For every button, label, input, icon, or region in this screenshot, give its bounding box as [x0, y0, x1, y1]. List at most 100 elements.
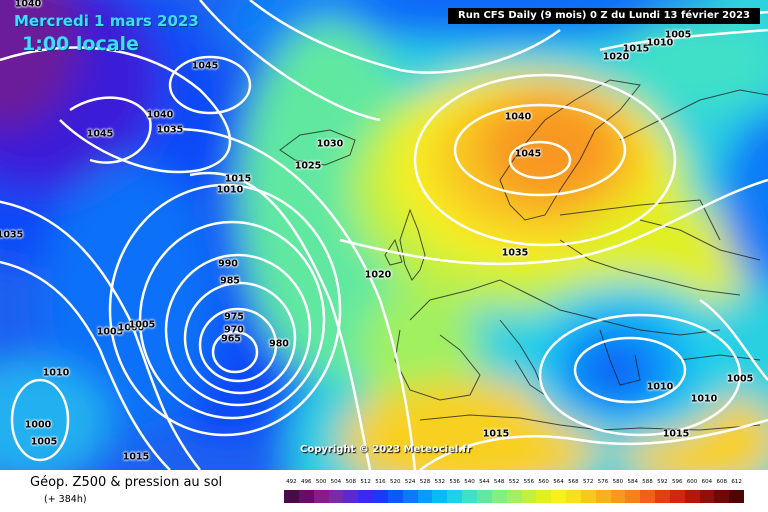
color-scale-swatch [536, 490, 552, 503]
forecast-time: 1:00 locale [22, 33, 139, 55]
color-scale-label: 608 [716, 479, 727, 485]
color-scale-swatch [551, 490, 567, 503]
color-scale-swatch [373, 490, 388, 503]
isobar-label: 1015 [482, 428, 510, 440]
isobar-label: 1015 [662, 428, 690, 440]
isobar-label: 970 [224, 324, 244, 336]
color-scale-label: 532 [434, 479, 446, 485]
color-scale-swatch [655, 490, 670, 503]
color-scale-swatch [476, 490, 492, 503]
color-scale-swatch [343, 490, 359, 503]
color-scale-label: 556 [523, 479, 535, 485]
color-scale-bar [284, 490, 745, 503]
isobar-label: 1010 [646, 381, 674, 393]
isobar-label: 1025 [294, 160, 322, 172]
color-scale-label: 548 [493, 479, 505, 485]
color-scale-swatch [714, 490, 730, 503]
isobar-label: 1035 [0, 229, 24, 241]
color-scale-swatch [595, 490, 611, 503]
color-scale-swatch [432, 490, 448, 503]
color-scale-label: 572 [582, 479, 594, 485]
color-scale-label: 528 [419, 479, 431, 485]
color-scale-label: 508 [345, 479, 357, 485]
color-scale-swatch [521, 490, 537, 503]
legend-footer: Géop. Z500 & pression au sol (+ 384h) 49… [0, 470, 768, 512]
isobar-label: 975 [224, 311, 244, 323]
color-scale-label: 568 [568, 479, 579, 485]
color-scale-swatch [566, 490, 581, 503]
color-scale-swatch [684, 490, 700, 503]
color-scale-label: 552 [508, 479, 520, 485]
isobar-label: 1030 [316, 138, 344, 150]
isobar-label: 1045 [86, 128, 114, 140]
isobar-label: 1010 [216, 184, 244, 196]
color-scale-label: 520 [390, 479, 401, 485]
color-scale-labels: 492 496 500 504 508 512 516 520 524 528 532 536 540 5… [284, 479, 744, 489]
isobar-label: 980 [269, 338, 289, 350]
color-scale-label: 584 [627, 479, 638, 485]
isobar-label: 1005 [30, 436, 58, 448]
color-scale-swatch [358, 490, 374, 503]
color-scale-label: 500 [315, 479, 327, 485]
color-scale-label: 544 [479, 479, 490, 485]
isobar-label: 1015 [622, 43, 650, 55]
isobar-label: 1040 [14, 0, 42, 10]
color-scale-swatch [298, 490, 314, 503]
color-scale-swatch [669, 490, 685, 503]
color-scale-label: 504 [330, 479, 342, 485]
isobar-label: 1035 [156, 124, 184, 136]
color-scale-label: 560 [538, 479, 549, 485]
isobar-label: 1005 [726, 373, 754, 385]
color-scale-label: 536 [449, 479, 460, 485]
isobar-label: 1005 [96, 326, 124, 338]
color-scale-label: 592 [657, 479, 668, 485]
color-scale-label: 512 [360, 479, 371, 485]
isobar-label: 1040 [504, 111, 532, 123]
geopotential-field [0, 0, 768, 470]
color-scale-swatch [506, 490, 522, 503]
isobar-label: 1015 [122, 451, 150, 463]
color-scale-label: 604 [701, 479, 713, 485]
color-scale-label: 540 [464, 479, 475, 485]
isobar-label: 1000 [117, 322, 145, 334]
color-scale-label: 576 [597, 479, 609, 485]
isobar-label: 1000 [24, 419, 52, 431]
color-scale-swatch [491, 490, 507, 503]
legend-title: Géop. Z500 & pression au sol [30, 475, 223, 490]
isobar-label: 1005 [128, 319, 156, 331]
forecast-date: Mercredi 1 mars 2023 [14, 12, 199, 30]
color-scale-swatch [729, 490, 745, 503]
color-scale-swatch [402, 490, 418, 503]
copyright-notice: Copyright © 2023 Meteociel.fr [300, 444, 472, 455]
color-scale-label: 516 [375, 479, 386, 485]
color-scale-label: 588 [642, 479, 653, 485]
color-scale-swatch [699, 490, 715, 503]
color-scale-swatch [625, 490, 641, 503]
color-scale-swatch [417, 490, 433, 503]
color-scale-swatch [328, 490, 344, 503]
isobar-label: 1010 [42, 367, 70, 379]
color-scale-label: 492 [286, 479, 297, 485]
isobar-label: 985 [220, 275, 240, 287]
legend-subtitle: (+ 384h) [44, 494, 87, 505]
isobar-label: 1045 [514, 148, 542, 160]
run-info-banner: Run CFS Daily (9 mois) 0 Z du Lundi 13 f… [448, 8, 760, 24]
isobar-label: 1020 [364, 269, 392, 281]
isobar-label: 1005 [664, 29, 692, 41]
isobar-label: 1010 [646, 37, 674, 49]
color-scale-swatch [610, 490, 626, 503]
color-scale-label: 524 [404, 479, 416, 485]
isobar-label: 1035 [501, 247, 529, 259]
color-scale-label: 596 [671, 479, 683, 485]
color-scale-swatch [313, 490, 329, 503]
color-scale-label: 612 [731, 479, 742, 485]
isobar-label: 1010 [690, 393, 718, 405]
isobar-label: 1020 [602, 51, 630, 63]
isobar-label: 990 [218, 258, 238, 270]
isobar-label: 1015 [224, 173, 252, 185]
isobar-label: 965 [221, 333, 241, 345]
isobar-label: 1040 [146, 109, 174, 121]
color-scale-swatch [462, 490, 477, 503]
color-scale-label: 600 [686, 479, 698, 485]
color-scale-swatch [640, 490, 656, 503]
